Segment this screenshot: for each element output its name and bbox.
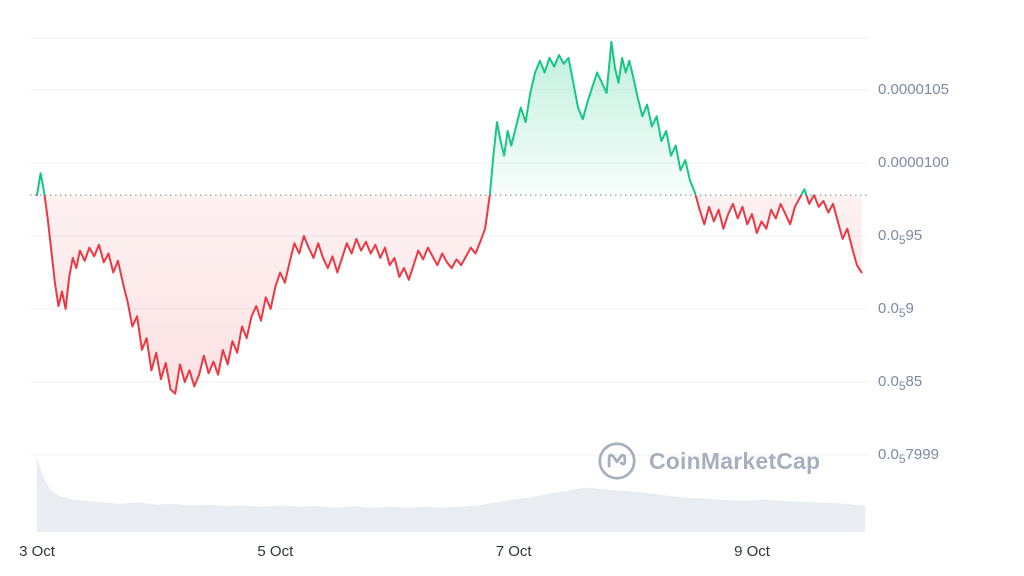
coinmarketcap-logo-icon (598, 442, 636, 480)
price-area-down (44, 195, 862, 394)
volume-area (37, 458, 866, 532)
price-line-down (36, 195, 863, 395)
price-area-up (37, 41, 862, 196)
coinmarketcap-watermark: CoinMarketCap (596, 440, 820, 482)
watermark-text: CoinMarketCap (649, 447, 821, 474)
